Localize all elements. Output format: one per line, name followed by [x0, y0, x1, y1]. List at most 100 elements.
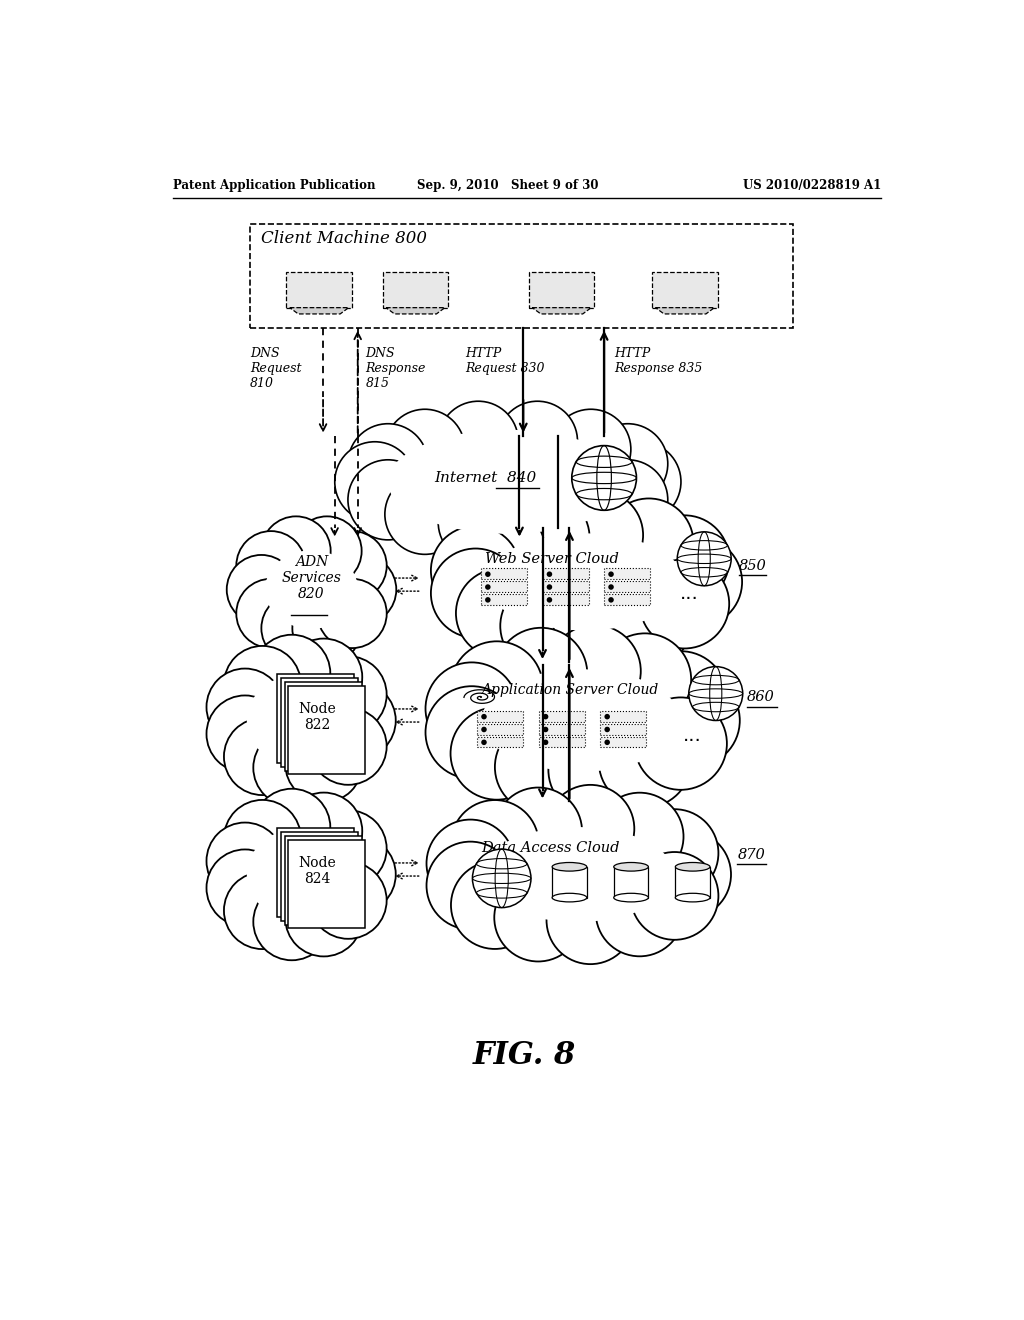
- Polygon shape: [532, 308, 591, 314]
- Bar: [543, 581, 589, 593]
- Circle shape: [318, 682, 395, 759]
- Circle shape: [294, 809, 306, 821]
- Circle shape: [253, 635, 331, 711]
- Circle shape: [305, 672, 317, 684]
- Circle shape: [294, 825, 306, 837]
- Circle shape: [261, 594, 331, 663]
- Circle shape: [608, 585, 613, 590]
- Circle shape: [547, 876, 634, 964]
- Circle shape: [224, 800, 301, 876]
- Circle shape: [286, 879, 362, 957]
- Circle shape: [608, 597, 613, 603]
- Circle shape: [451, 708, 543, 800]
- Bar: [604, 594, 650, 605]
- Text: Internet  840: Internet 840: [435, 471, 537, 484]
- Circle shape: [495, 788, 582, 875]
- Circle shape: [547, 785, 634, 873]
- Text: ...: ...: [683, 726, 702, 746]
- Bar: [552, 867, 587, 898]
- Circle shape: [635, 697, 727, 789]
- Bar: [287, 272, 352, 308]
- Circle shape: [253, 789, 331, 866]
- Circle shape: [647, 675, 739, 767]
- Circle shape: [385, 409, 465, 490]
- Text: FIG. 8: FIG. 8: [473, 1040, 577, 1071]
- Text: HTTP
Response 835: HTTP Response 835: [614, 347, 702, 375]
- Circle shape: [385, 474, 465, 554]
- Bar: [529, 272, 595, 308]
- Circle shape: [640, 560, 729, 648]
- Bar: [652, 272, 718, 308]
- Circle shape: [631, 809, 719, 898]
- Circle shape: [431, 549, 520, 638]
- Circle shape: [286, 792, 362, 870]
- Circle shape: [549, 624, 641, 717]
- Circle shape: [472, 849, 531, 908]
- Circle shape: [309, 862, 387, 939]
- Circle shape: [643, 830, 731, 919]
- Circle shape: [438, 401, 518, 482]
- Circle shape: [608, 572, 613, 577]
- Circle shape: [495, 721, 588, 813]
- Circle shape: [305, 656, 317, 669]
- Text: Patent Application Publication: Patent Application Publication: [173, 178, 376, 191]
- Circle shape: [547, 597, 552, 603]
- Bar: [481, 569, 527, 579]
- Circle shape: [207, 696, 284, 772]
- Circle shape: [292, 516, 361, 586]
- Circle shape: [596, 869, 683, 956]
- Circle shape: [543, 727, 549, 733]
- Circle shape: [677, 532, 731, 586]
- Circle shape: [554, 491, 643, 579]
- Circle shape: [237, 578, 305, 648]
- Ellipse shape: [613, 894, 648, 902]
- Text: DNS
Response
815: DNS Response 815: [366, 347, 426, 389]
- Bar: [600, 737, 646, 747]
- Circle shape: [599, 634, 691, 726]
- Bar: [477, 737, 523, 747]
- Circle shape: [604, 727, 610, 733]
- Bar: [543, 594, 589, 605]
- Circle shape: [431, 525, 520, 615]
- Ellipse shape: [676, 894, 710, 902]
- Polygon shape: [655, 308, 715, 314]
- Circle shape: [554, 583, 643, 673]
- Bar: [477, 723, 523, 735]
- Ellipse shape: [552, 862, 587, 871]
- Circle shape: [335, 442, 415, 521]
- Circle shape: [604, 739, 610, 744]
- Circle shape: [551, 409, 631, 490]
- Bar: [543, 569, 589, 579]
- Text: 850: 850: [739, 560, 767, 573]
- Circle shape: [348, 459, 428, 540]
- Bar: [604, 569, 650, 579]
- Polygon shape: [386, 308, 444, 314]
- Ellipse shape: [552, 894, 587, 902]
- Circle shape: [599, 715, 691, 808]
- Bar: [539, 723, 585, 735]
- Ellipse shape: [676, 862, 710, 871]
- Circle shape: [317, 531, 387, 601]
- Circle shape: [485, 585, 490, 590]
- Circle shape: [426, 686, 518, 779]
- Circle shape: [501, 494, 590, 582]
- Text: US 2010/0228819 A1: US 2010/0228819 A1: [743, 178, 882, 191]
- Circle shape: [596, 793, 683, 880]
- Circle shape: [498, 401, 578, 482]
- Circle shape: [327, 554, 396, 624]
- Bar: [604, 581, 650, 593]
- Ellipse shape: [481, 669, 680, 772]
- Bar: [539, 737, 585, 747]
- Text: ...: ...: [680, 583, 698, 603]
- Bar: [481, 594, 527, 605]
- Circle shape: [286, 639, 362, 715]
- Text: DNS
Request
810: DNS Request 810: [250, 347, 301, 389]
- Circle shape: [226, 554, 296, 624]
- Circle shape: [253, 883, 331, 960]
- Circle shape: [604, 576, 693, 665]
- Circle shape: [309, 810, 387, 887]
- Bar: [285, 682, 361, 771]
- Circle shape: [427, 842, 514, 929]
- Text: Client Machine 800: Client Machine 800: [261, 230, 427, 247]
- Bar: [600, 723, 646, 735]
